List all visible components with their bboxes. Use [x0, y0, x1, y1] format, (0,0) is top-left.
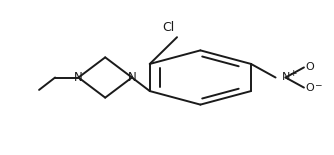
Text: O: O — [306, 83, 314, 93]
Text: N: N — [74, 71, 83, 84]
Text: +: + — [289, 69, 297, 78]
Text: N: N — [128, 71, 136, 84]
Text: Cl: Cl — [163, 21, 175, 34]
Text: −: − — [314, 80, 321, 89]
Text: N: N — [281, 73, 290, 82]
Text: O: O — [306, 62, 314, 72]
